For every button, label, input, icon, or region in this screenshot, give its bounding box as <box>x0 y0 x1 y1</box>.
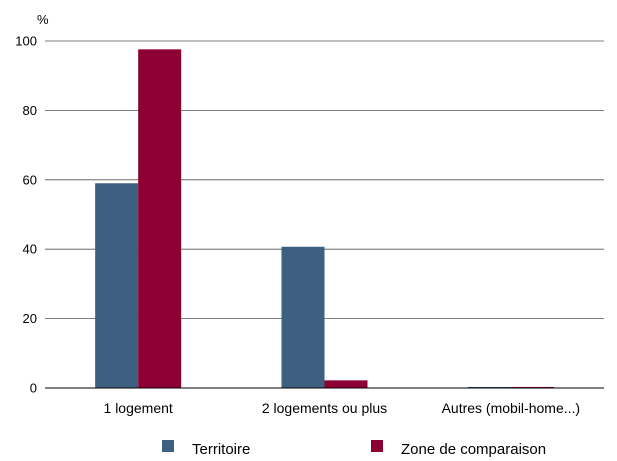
y-tick-label: 100 <box>15 34 37 49</box>
y-tick-label: 0 <box>30 381 37 396</box>
y-axis-unit-label: % <box>37 12 49 27</box>
legend-label: Territoire <box>192 441 250 458</box>
y-tick-label: 40 <box>23 242 37 257</box>
bars <box>95 49 554 388</box>
y-axis-ticks: 0 20 40 60 80 100 <box>15 34 37 396</box>
x-axis-category-labels: 1 logement 2 logements ou plus Autres (mob… <box>104 400 581 416</box>
x-category-label: Autres (mobil-home...) <box>442 400 580 416</box>
x-category-label: 1 logement <box>104 400 173 416</box>
legend-swatch <box>162 440 174 452</box>
legend-label: Zone de comparaison <box>401 441 546 458</box>
bar-zone-de-comparaison <box>510 386 554 388</box>
y-tick-label: 60 <box>23 172 37 187</box>
x-category-label: 2 logements ou plus <box>262 400 387 416</box>
bar-zone-de-comparaison <box>324 380 368 388</box>
bar-territoire <box>281 246 325 388</box>
bar-zone-de-comparaison <box>138 49 182 388</box>
y-tick-label: 80 <box>23 103 37 118</box>
legend-swatch <box>371 440 383 452</box>
bar-territoire <box>95 183 139 388</box>
legend: Territoire Zone de comparaison <box>162 440 546 458</box>
bar-territoire <box>467 386 511 388</box>
y-tick-label: 20 <box>23 311 37 326</box>
